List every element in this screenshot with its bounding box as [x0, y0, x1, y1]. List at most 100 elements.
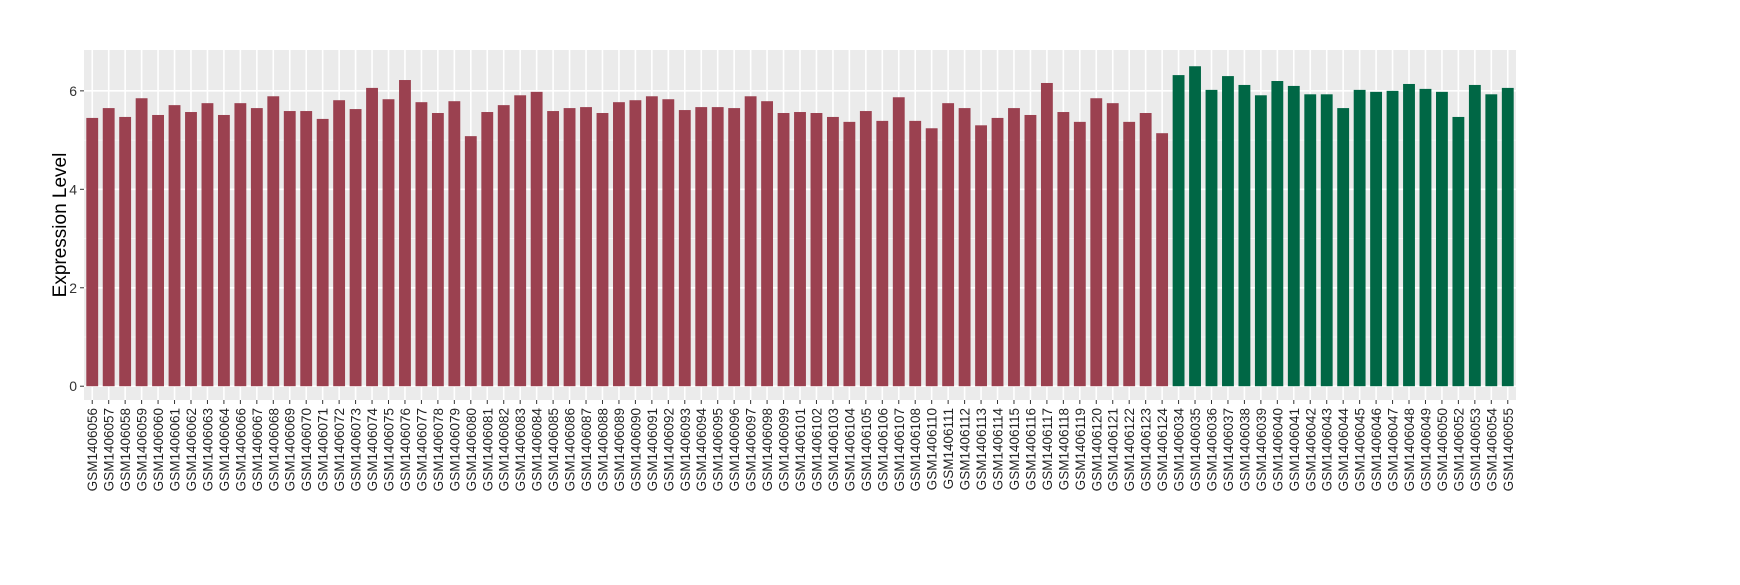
bar-GSM1406058 [119, 116, 132, 387]
bar-GSM1406087 [580, 107, 592, 387]
bar-GSM1406077 [415, 102, 428, 387]
bar-GSM1406091 [645, 96, 658, 387]
x-tick-label: GSM1406071 [316, 408, 331, 491]
x-tick-label: GSM1406046 [1369, 408, 1384, 491]
x-tick-label: GSM1406093 [678, 408, 693, 491]
x-tick-label: GSM1406094 [694, 408, 709, 492]
bar-GSM1406092 [662, 99, 675, 387]
x-tick-label: GSM1406098 [760, 408, 775, 491]
x-tick-label: GSM1406043 [1320, 408, 1335, 491]
x-tick-label: GSM1406038 [1237, 408, 1252, 491]
bar-GSM1406034 [1172, 75, 1185, 387]
bar-GSM1406121 [1106, 103, 1119, 387]
x-tick-label: GSM1406119 [1073, 408, 1088, 490]
bar-GSM1406076 [399, 80, 411, 387]
bar-GSM1406083 [514, 95, 527, 387]
bar-GSM1406075 [382, 99, 395, 387]
x-tick-label: GSM1406121 [1106, 408, 1121, 491]
bar-GSM1406120 [1090, 98, 1103, 387]
x-tick-label: GSM1406096 [727, 408, 742, 491]
x-tick-label: GSM1406056 [85, 408, 100, 491]
x-tick-label: GSM1406113 [974, 408, 989, 490]
bar-GSM1406094 [695, 107, 708, 387]
bar-GSM1406057 [102, 108, 115, 387]
bar-GSM1406081 [481, 112, 494, 387]
x-tick-label: GSM1406082 [497, 408, 512, 491]
x-tick-label: GSM1406061 [168, 408, 183, 491]
x-tick-label: GSM1406054 [1484, 408, 1499, 492]
bar-GSM1406056 [86, 117, 99, 387]
x-tick-label: GSM1406114 [991, 408, 1006, 491]
bar-GSM1406104 [843, 121, 856, 387]
bar-GSM1406101 [794, 112, 806, 387]
x-tick-label: GSM1406086 [563, 408, 578, 491]
bar-GSM1406122 [1123, 121, 1136, 387]
x-tick-label: GSM1406095 [711, 408, 726, 491]
x-tick-label: GSM1406036 [1204, 408, 1219, 491]
bar-GSM1406119 [1073, 121, 1086, 387]
x-tick-label: GSM1406106 [875, 408, 890, 491]
x-tick-label: GSM1406035 [1188, 408, 1203, 491]
x-tick-label: GSM1406102 [809, 408, 824, 491]
bar-GSM1406116 [1024, 114, 1037, 387]
bar-GSM1406078 [431, 113, 444, 387]
bar-GSM1406045 [1353, 89, 1366, 387]
bar-GSM1406098 [761, 101, 774, 387]
bar-GSM1406050 [1436, 91, 1448, 387]
bar-GSM1406067 [250, 108, 263, 387]
bar-GSM1406061 [168, 105, 181, 387]
bar-GSM1406042 [1304, 94, 1317, 387]
x-tick-label: GSM1406049 [1418, 408, 1433, 491]
x-tick-label: GSM1406072 [332, 408, 347, 491]
bar-GSM1406049 [1419, 88, 1432, 387]
x-tick-label: GSM1406055 [1501, 408, 1516, 491]
bar-GSM1406064 [217, 114, 230, 387]
x-tick-label: GSM1406079 [447, 408, 462, 491]
bar-GSM1406105 [859, 111, 872, 387]
bar-GSM1406039 [1254, 95, 1267, 387]
x-tick-label: GSM1406070 [299, 408, 314, 491]
bar-GSM1406107 [892, 97, 905, 387]
x-tick-label: GSM1406120 [1089, 408, 1104, 491]
x-tick-label: GSM1406103 [826, 408, 841, 491]
bar-GSM1406110 [925, 128, 938, 387]
bar-GSM1406048 [1403, 83, 1415, 387]
x-tick-label: GSM1406087 [579, 408, 594, 491]
bar-GSM1406082 [497, 105, 510, 387]
x-tick-label: GSM1406058 [118, 408, 133, 491]
x-tick-label: GSM1406085 [546, 408, 561, 491]
x-tick-label: GSM1406063 [200, 408, 215, 491]
y-tick-label: 4 [69, 181, 77, 197]
bar-GSM1406093 [678, 110, 691, 387]
bar-GSM1406041 [1287, 85, 1300, 387]
bar-GSM1406060 [152, 114, 164, 387]
bar-GSM1406035 [1189, 66, 1201, 387]
x-tick-label: GSM1406062 [184, 408, 199, 491]
bar-GSM1406080 [464, 136, 477, 387]
bar-GSM1406054 [1485, 94, 1498, 387]
x-tick-label: GSM1406050 [1435, 408, 1450, 491]
bar-GSM1406124 [1156, 133, 1169, 387]
x-tick-label: GSM1406117 [1040, 408, 1055, 490]
x-tick-label: GSM1406084 [530, 408, 545, 492]
bar-GSM1406038 [1238, 84, 1251, 387]
x-tick-label: GSM1406110 [925, 408, 940, 490]
x-tick-label: GSM1406041 [1287, 408, 1302, 491]
x-tick-label: GSM1406059 [135, 408, 150, 491]
bar-GSM1406047 [1386, 90, 1399, 387]
bar-GSM1406111 [942, 103, 955, 387]
x-tick-label: GSM1406047 [1386, 408, 1401, 491]
bar-GSM1406046 [1370, 91, 1383, 387]
x-axis: GSM1406056 GSM1406057 GSM1406058 GSM1406059… [85, 400, 1516, 491]
x-tick-label: GSM1406077 [414, 408, 429, 491]
bar-GSM1406071 [316, 118, 329, 387]
x-tick-label: GSM1406052 [1451, 408, 1466, 491]
y-tick-label: 2 [69, 280, 77, 296]
x-tick-label: GSM1406042 [1303, 408, 1318, 491]
y-axis: 0 2 4 6 [69, 83, 84, 394]
x-tick-label: GSM1406073 [349, 408, 364, 491]
bar-GSM1406123 [1139, 113, 1152, 387]
x-tick-label: GSM1406112 [958, 408, 973, 490]
x-tick-label: GSM1406068 [266, 408, 281, 491]
bar-GSM1406069 [283, 111, 296, 387]
